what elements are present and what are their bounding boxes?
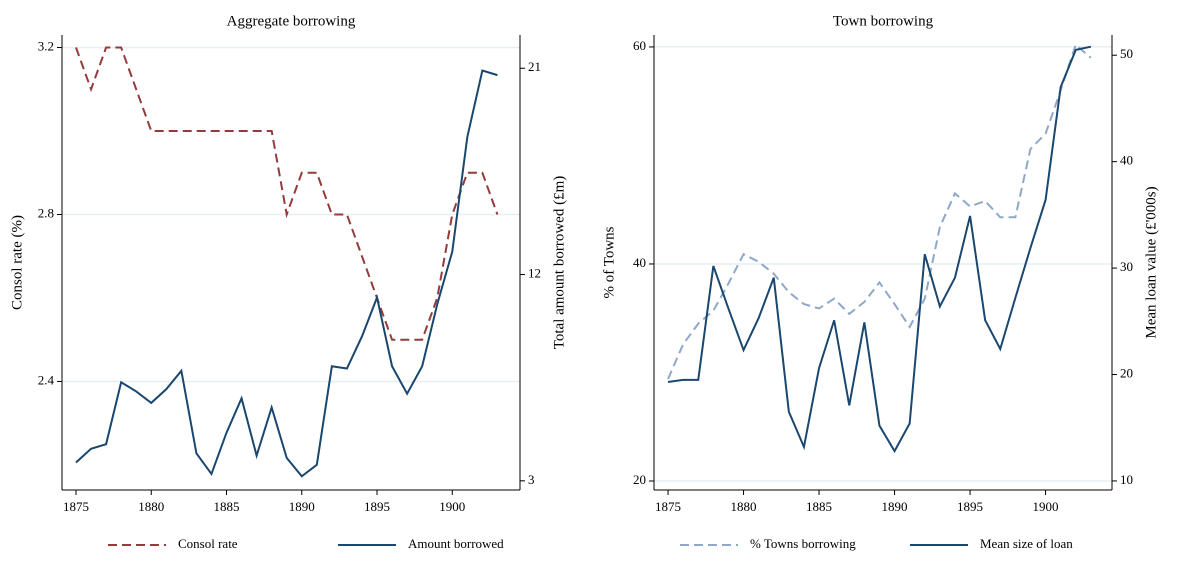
y-tick-label: 2.4 bbox=[38, 372, 55, 387]
y2-axis-label: Total amount borrowed (£m) bbox=[551, 176, 567, 350]
x-tick-label: 1900 bbox=[439, 499, 465, 514]
y2-axis-label: Mean loan value (£'000s) bbox=[1143, 186, 1159, 338]
series-line bbox=[75, 46, 499, 341]
y2-tick-label: 30 bbox=[1120, 259, 1133, 274]
chart-title: Town borrowing bbox=[833, 13, 934, 29]
x-tick-label: 1895 bbox=[957, 499, 983, 514]
legend-label: Consol rate bbox=[178, 536, 238, 551]
x-tick-label: 1890 bbox=[882, 499, 908, 514]
x-tick-label: 1880 bbox=[731, 499, 757, 514]
x-tick-label: 1890 bbox=[289, 499, 315, 514]
legend-label: Mean size of loan bbox=[980, 536, 1073, 551]
y-tick-label: 2.8 bbox=[38, 205, 54, 220]
y2-tick-label: 40 bbox=[1120, 153, 1133, 168]
x-tick-label: 1895 bbox=[364, 499, 390, 514]
series-line bbox=[667, 45, 1092, 454]
x-tick-label: 1875 bbox=[63, 499, 89, 514]
x-tick-label: 1900 bbox=[1033, 499, 1059, 514]
y-tick-label: 20 bbox=[633, 472, 646, 487]
y-tick-label: 3.2 bbox=[38, 39, 54, 54]
y2-tick-label: 21 bbox=[528, 59, 541, 74]
series-line bbox=[75, 69, 498, 478]
legend-label: Amount borrowed bbox=[408, 536, 504, 551]
y-tick-label: 40 bbox=[633, 255, 646, 270]
y-axis-label: % of Towns bbox=[601, 226, 617, 298]
x-tick-label: 1885 bbox=[806, 499, 832, 514]
chart-title: Aggregate borrowing bbox=[227, 13, 356, 29]
y2-tick-label: 10 bbox=[1120, 472, 1133, 487]
y2-tick-label: 3 bbox=[528, 472, 535, 487]
x-tick-label: 1875 bbox=[655, 499, 681, 514]
y2-tick-label: 12 bbox=[528, 266, 541, 281]
series-line bbox=[667, 43, 1092, 380]
x-tick-label: 1885 bbox=[214, 499, 240, 514]
legend-label: % Towns borrowing bbox=[750, 536, 856, 551]
y2-tick-label: 20 bbox=[1120, 366, 1133, 381]
y2-tick-label: 50 bbox=[1120, 46, 1133, 61]
y-tick-label: 60 bbox=[633, 38, 646, 53]
x-tick-label: 1880 bbox=[138, 499, 164, 514]
y-axis-label: Consol rate (%) bbox=[9, 215, 25, 310]
